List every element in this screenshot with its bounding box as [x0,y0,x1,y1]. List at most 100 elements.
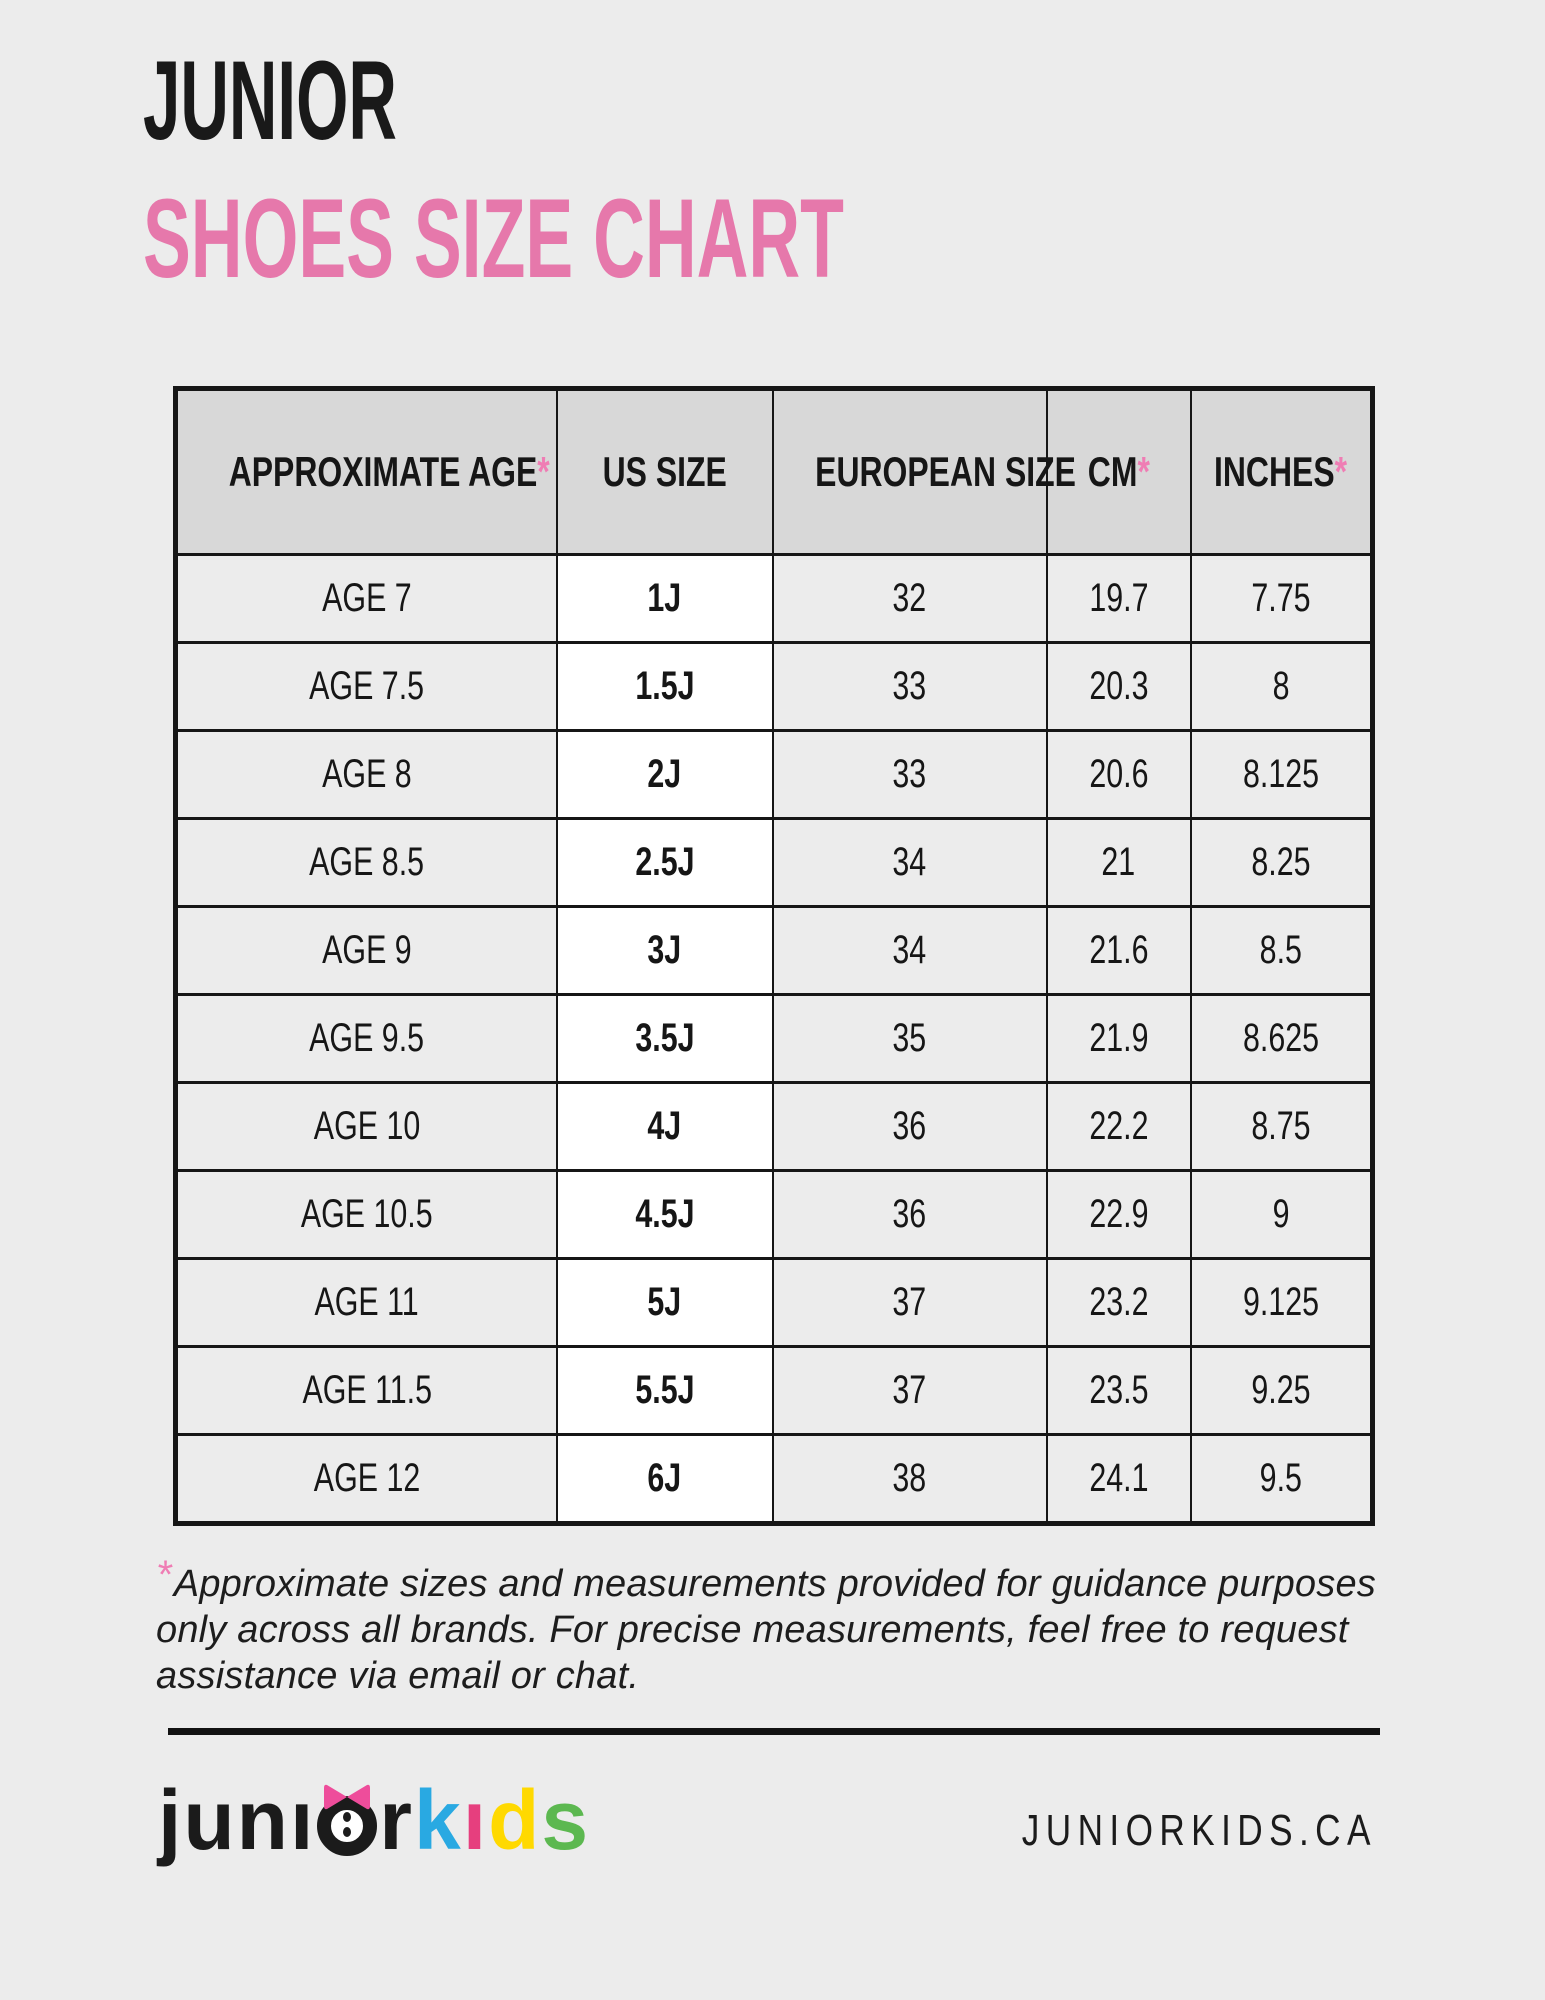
cell-value: 5.5J [634,1368,695,1412]
european-size-cell: 34 [771,905,1048,996]
inches-cell: 8.25 [1189,817,1374,908]
cell-value: 4J [647,1104,682,1148]
us-size-cell: 4.5J [555,1169,774,1260]
table-row: AGE 11 5J 37 23.2 9.125 [174,1257,1374,1348]
inches-cell: 8.625 [1189,993,1374,1084]
column-header-us-size: US SIZE [555,387,774,556]
logo-letter: d [488,1773,542,1867]
page-title-line1: JUNIOR [143,38,397,163]
cell-value: 8.25 [1251,840,1311,884]
cell-value: 34 [892,928,927,972]
european-size-cell: 37 [771,1257,1048,1348]
age-cell: AGE 11.5 [174,1345,558,1436]
cm-cell: 22.2 [1045,1081,1192,1172]
cell-value: 1J [647,576,682,620]
cm-cell: 19.7 [1045,553,1192,644]
column-header-inches: INCHES* [1189,387,1374,556]
cell-value: 22.9 [1088,1192,1149,1236]
cm-cell: 20.3 [1045,641,1192,732]
us-size-cell: 2J [555,729,774,820]
cell-value: 6J [647,1456,682,1500]
cell-value: AGE 11.5 [301,1368,432,1412]
bow-icon [324,1784,371,1810]
cell-value: 8.75 [1251,1104,1311,1148]
cell-value: 3J [647,928,682,972]
header-asterisk: * [537,448,550,495]
us-size-cell: 5.5J [555,1345,774,1436]
european-size-cell: 33 [771,641,1048,732]
logo-text-junior-suffix: r [379,1773,414,1867]
column-header-european-size: EUROPEAN SIZE [771,387,1075,556]
us-size-cell: 3J [555,905,774,996]
age-cell: AGE 7.5 [174,641,558,732]
cell-value: 35 [892,1016,927,1060]
european-size-cell: 32 [771,553,1048,644]
european-size-cell: 33 [771,729,1048,820]
cell-value: 8.5 [1259,928,1302,972]
footnote: *Approximate sizes and measurements prov… [156,1552,1401,1699]
inches-cell: 8.5 [1189,905,1374,996]
cell-value: AGE 10 [313,1104,420,1148]
inches-cell: 8.125 [1189,729,1374,820]
cell-value: 36 [892,1192,927,1236]
header-row: APPROXIMATE AGE* US SIZE EUROPEAN SIZE CM* I… [174,387,1374,556]
column-header-label: APPROXIMATE AGE* [228,448,550,495]
cell-value: 34 [892,840,927,884]
cell-value: AGE 8.5 [309,840,425,884]
title-block: JUNIOR SHOES SIZE CHART [143,38,1238,302]
cell-value: 37 [892,1280,927,1324]
age-cell: AGE 9 [174,905,558,996]
cell-value: 22.2 [1088,1104,1149,1148]
column-header-label: INCHES* [1214,448,1348,495]
cell-value: AGE 8 [321,752,412,796]
cell-value: 20.3 [1088,664,1149,708]
cell-value: 9.5 [1259,1456,1302,1500]
table-row: AGE 8 2J 33 20.6 8.125 [174,729,1374,820]
cell-value: 8 [1272,664,1290,708]
inches-cell: 8.75 [1189,1081,1374,1172]
table-row: AGE 12 6J 38 24.1 9.5 [174,1433,1374,1525]
cell-value: 37 [892,1368,927,1412]
table-row: AGE 8.5 2.5J 34 21 8.25 [174,817,1374,908]
us-size-cell: 6J [555,1433,774,1525]
inches-cell: 9 [1189,1169,1374,1260]
logo-button-dot [343,1812,352,1822]
age-cell: AGE 8 [174,729,558,820]
table-row: AGE 9.5 3.5J 35 21.9 8.625 [174,993,1374,1084]
cell-value: 21 [1101,840,1136,884]
logo-letter: s [541,1773,591,1867]
table-row: AGE 11.5 5.5J 37 23.5 9.25 [174,1345,1374,1436]
us-size-cell: 1.5J [555,641,774,732]
cm-cell: 24.1 [1045,1433,1192,1525]
cell-value: AGE 7 [321,576,412,620]
divider-line [168,1728,1380,1735]
logo-o-face-icon [317,1784,378,1856]
column-header-cm: CM* [1045,387,1192,556]
european-size-cell: 36 [771,1169,1048,1260]
cell-value: 33 [892,664,927,708]
cell-value: 9 [1272,1192,1290,1236]
cell-value: 21.6 [1088,928,1149,972]
european-size-cell: 38 [771,1433,1048,1525]
size-chart-table-wrap: APPROXIMATE AGE* US SIZE EUROPEAN SIZE CM* I… [173,386,1375,1526]
table-row: AGE 10 4J 36 22.2 8.75 [174,1081,1374,1172]
column-header-label: EUROPEAN SIZE [814,448,1076,495]
cell-value: AGE 12 [313,1456,420,1500]
cell-value: 9.125 [1242,1280,1319,1324]
age-cell: AGE 9.5 [174,993,558,1084]
cell-value: 8.125 [1242,752,1319,796]
cell-value: 21.9 [1088,1016,1149,1060]
age-cell: AGE 7 [174,553,558,644]
page-title-line2: SHOES SIZE CHART [143,176,844,302]
cell-value: 33 [892,752,927,796]
age-cell: AGE 10.5 [174,1169,558,1260]
us-size-cell: 1J [555,553,774,644]
logo-text-kids: kıds [414,1773,590,1867]
juniorkids-logo: junı rkıds [158,1772,590,1869]
cell-value: 20.6 [1088,752,1149,796]
cell-value: 4.5J [634,1192,695,1236]
age-cell: AGE 11 [174,1257,558,1348]
cell-value: 9.25 [1251,1368,1311,1412]
column-header-approximate-age: APPROXIMATE AGE* [174,387,558,556]
table-row: AGE 10.5 4.5J 36 22.9 9 [174,1169,1374,1260]
